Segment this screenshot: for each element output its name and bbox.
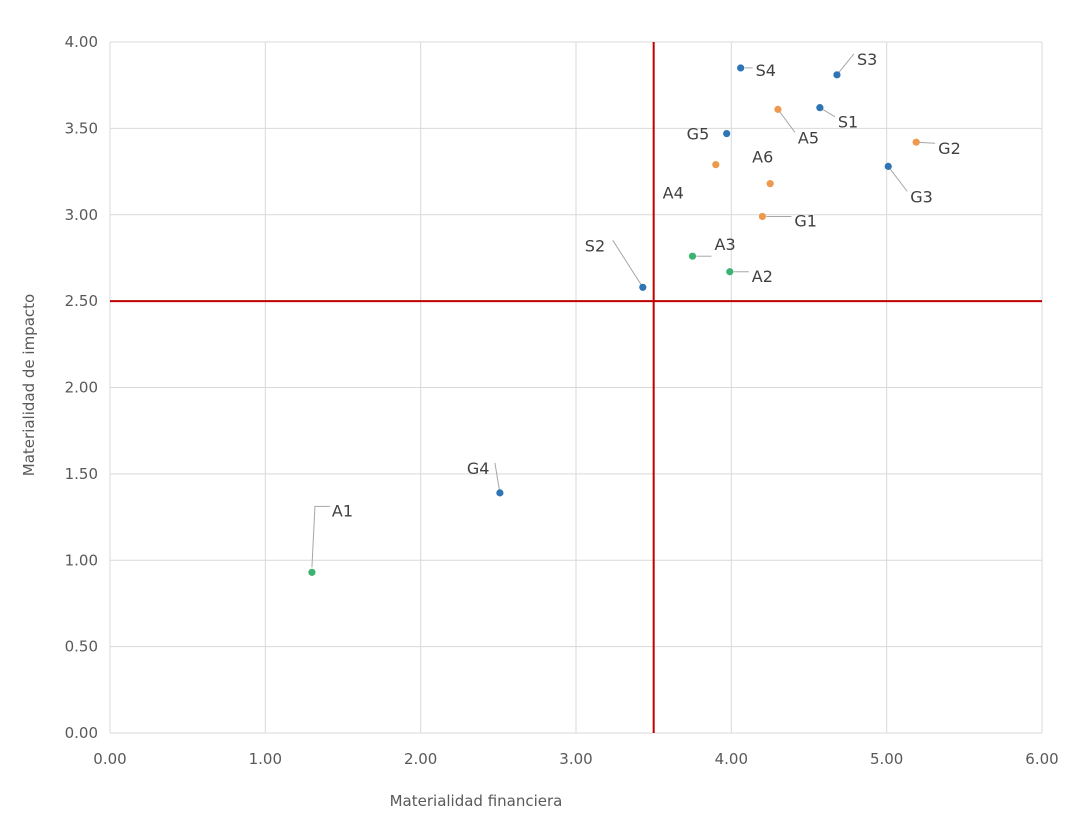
data-point-g4: [496, 489, 504, 497]
point-label-g4: G4: [467, 459, 490, 478]
point-labels: A1 A2 A3 A4 A5 A6 G1 G2 G3 G4 G5 S1 S2 S3 S4: [332, 50, 961, 521]
point-label-s3: S3: [857, 50, 877, 69]
data-point-a6: [766, 180, 774, 188]
x-axis-title: Materialidad financiera: [390, 792, 563, 810]
point-label-a1: A1: [332, 501, 353, 520]
x-tick-label: 4.00: [715, 750, 748, 768]
data-point-g2: [912, 138, 920, 146]
y-tick-label: 2.50: [65, 292, 98, 310]
grid: [109, 41, 1043, 734]
data-point-a2: [726, 268, 734, 276]
tick-labels: 0.00 1.00 2.00 3.00 4.00 5.00 6.00 0.00 0.50 1.00…: [65, 33, 1059, 768]
y-axis-title: Materialidad de impacto: [20, 294, 38, 476]
point-label-g2: G2: [938, 139, 961, 158]
y-tick-label: 2.00: [65, 379, 98, 397]
x-tick-label: 6.00: [1025, 750, 1058, 768]
data-point-g5: [723, 129, 731, 138]
point-label-g1: G1: [794, 211, 817, 230]
x-tick-label: 3.00: [559, 750, 592, 768]
y-tick-label: 3.00: [65, 206, 98, 224]
y-tick-label: 0.00: [65, 724, 98, 742]
point-label-a6: A6: [752, 148, 773, 167]
point-label-g3: G3: [910, 187, 933, 206]
leader-line: [494, 462, 501, 493]
x-tick-label: 2.00: [404, 750, 437, 768]
data-point-a4: [712, 161, 720, 169]
y-tick-label: 1.50: [65, 465, 98, 483]
point-label-s1: S1: [838, 113, 858, 132]
leader-line: [311, 505, 330, 568]
point-label-a2: A2: [752, 267, 773, 286]
leader-line: [887, 166, 908, 192]
data-point-s3: [833, 71, 841, 79]
point-label-s2: S2: [585, 236, 605, 255]
point-label-a5: A5: [798, 128, 819, 147]
y-tick-label: 4.00: [65, 33, 98, 51]
leader-line: [612, 240, 644, 288]
y-tick-label: 3.50: [65, 119, 98, 137]
x-tick-label: 0.00: [93, 750, 126, 768]
leader-line: [836, 53, 855, 76]
y-tick-label: 1.00: [65, 551, 98, 569]
point-label-s4: S4: [756, 61, 776, 80]
data-point-a5: [774, 105, 782, 113]
data-point-a3: [688, 252, 697, 260]
point-label-g5: G5: [687, 125, 710, 144]
data-point-g3: [884, 162, 892, 170]
point-label-a3: A3: [715, 235, 736, 254]
point-label-a4: A4: [663, 184, 684, 203]
data-point-s2: [639, 283, 647, 291]
data-point-s1: [816, 104, 824, 112]
y-tick-label: 0.50: [65, 638, 98, 656]
leader-line: [777, 109, 796, 133]
data-point-a1: [308, 568, 316, 576]
data-points: [308, 64, 920, 576]
x-tick-label: 5.00: [870, 750, 903, 768]
reference-lines: [110, 42, 1042, 733]
x-tick-label: 1.00: [249, 750, 282, 768]
data-point-s4: [737, 64, 745, 72]
data-point-g1: [758, 212, 767, 221]
